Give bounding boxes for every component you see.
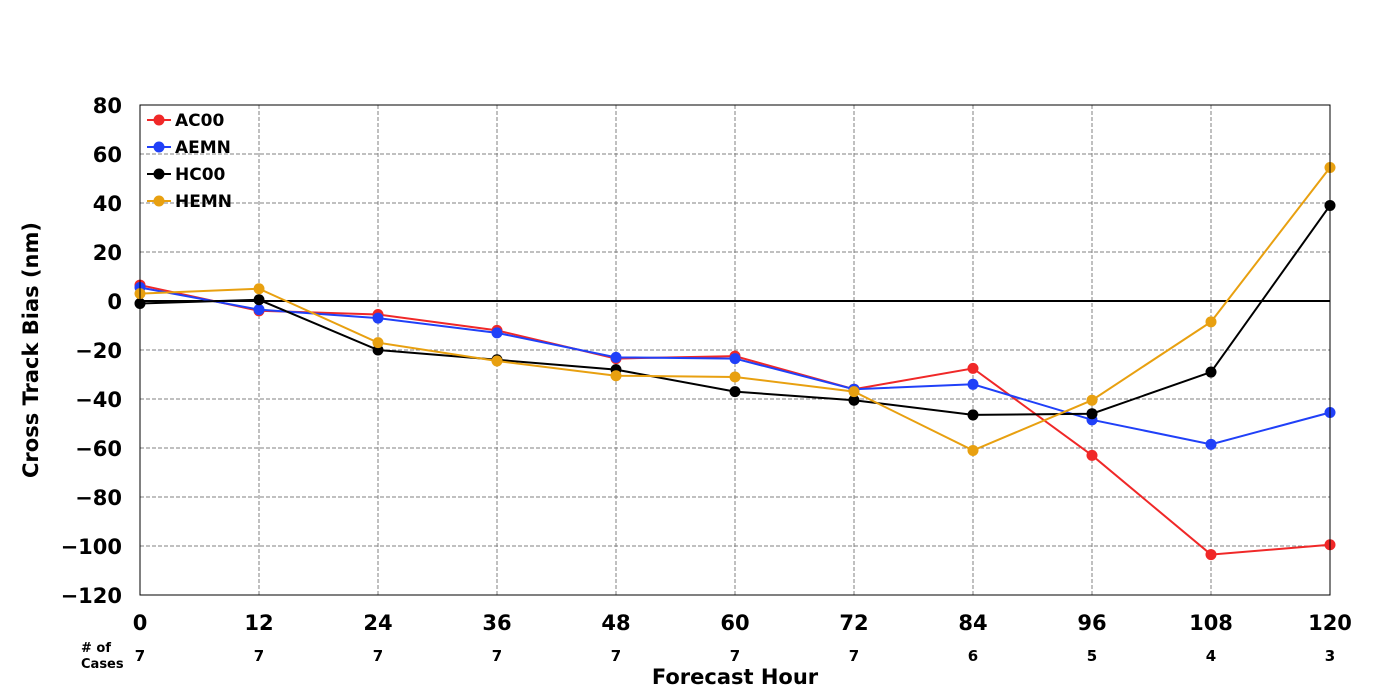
x-tick-label: 12: [244, 611, 273, 635]
data-point-ac00: [1205, 549, 1217, 561]
x-axis-label: Forecast Hour: [652, 665, 819, 689]
data-point-hc00: [253, 294, 265, 306]
legend: AC00 AEMN HC00 HEMN: [147, 111, 232, 212]
data-point-aemn: [372, 312, 384, 324]
legend-item-hc00: HC00: [147, 165, 226, 185]
y-tick-label: 80: [93, 94, 122, 118]
series-group: [134, 161, 1336, 561]
y-tick-label: −60: [75, 437, 122, 461]
data-point-ac00: [967, 362, 979, 374]
y-tick-label: 60: [93, 143, 122, 167]
case-count-label: 7: [849, 647, 859, 665]
case-count-label: 7: [492, 647, 502, 665]
y-tick-label: −120: [61, 584, 122, 608]
data-point-hc00: [967, 409, 979, 421]
data-point-hc00: [1086, 408, 1098, 420]
data-point-ac00: [1086, 449, 1098, 461]
case-count-label: 7: [254, 647, 264, 665]
legend-item-aemn: AEMN: [147, 138, 231, 158]
plot-frame: [139, 104, 1331, 596]
data-point-hc00: [1205, 366, 1217, 378]
legend-marker: [153, 168, 165, 180]
data-point-hemn: [253, 283, 265, 295]
cases-row: # of Cases 7 7 7 7 7 7 7 6 5 4 3: [81, 641, 1335, 672]
data-point-aemn: [1205, 438, 1217, 450]
data-point-hemn: [372, 337, 384, 349]
x-tick-label: 48: [601, 611, 630, 635]
data-point-hc00: [848, 394, 860, 406]
x-tick-labels: 0 12 24 36 48 60 72 84 96 108 120: [133, 611, 1352, 635]
data-point-hemn: [967, 444, 979, 456]
data-point-hc00: [729, 386, 741, 398]
cases-title-line2: Cases: [81, 657, 124, 672]
data-point-hemn: [848, 386, 860, 398]
legend-item-hemn: HEMN: [147, 192, 232, 212]
case-count-label: 4: [1206, 647, 1216, 665]
legend-label: AC00: [175, 111, 224, 131]
x-tick-label: 108: [1189, 611, 1233, 635]
data-point-hemn: [491, 355, 503, 367]
data-point-hemn: [1205, 316, 1217, 328]
legend-marker: [153, 114, 165, 126]
x-tick-label: 36: [482, 611, 511, 635]
case-count-label: 7: [373, 647, 383, 665]
y-axis-label: Cross Track Bias (nm): [19, 222, 43, 478]
x-tick-label: 84: [958, 611, 987, 635]
data-point-aemn: [729, 353, 741, 365]
y-tick-label: 20: [93, 241, 122, 265]
data-point-hemn: [1086, 394, 1098, 406]
case-count-label: 7: [611, 647, 621, 665]
data-point-aemn: [610, 351, 622, 363]
legend-marker: [153, 141, 165, 153]
grid-lines: [140, 105, 1330, 595]
legend-label: HC00: [175, 165, 226, 185]
x-tick-label: 120: [1308, 611, 1352, 635]
data-point-hemn: [610, 370, 622, 382]
y-tick-label: −80: [75, 486, 122, 510]
legend-marker: [153, 195, 165, 207]
data-point-aemn: [967, 378, 979, 390]
case-count-label: 5: [1087, 647, 1097, 665]
data-point-aemn: [253, 304, 265, 316]
legend-item-ac00: AC00: [147, 111, 224, 131]
y-tick-label: −100: [61, 535, 122, 559]
x-tick-label: 72: [839, 611, 868, 635]
data-point-aemn: [491, 327, 503, 339]
x-tick-label: 0: [133, 611, 148, 635]
y-tick-label: −40: [75, 388, 122, 412]
legend-label: HEMN: [175, 192, 232, 212]
x-tick-label: 60: [720, 611, 749, 635]
legend-label: AEMN: [175, 138, 231, 158]
x-tick-label: 96: [1077, 611, 1106, 635]
y-tick-label: −20: [75, 339, 122, 363]
case-count-label: 6: [968, 647, 978, 665]
case-count-label: 7: [135, 647, 145, 665]
cases-title-line1: # of: [81, 641, 111, 656]
y-tick-label: 0: [107, 290, 122, 314]
y-tick-labels: 80 60 40 20 0 −20 −40 −60 −80 −100 −120: [61, 94, 122, 608]
case-count-label: 7: [730, 647, 740, 665]
y-tick-label: 40: [93, 192, 122, 216]
x-tick-label: 24: [363, 611, 392, 635]
data-point-hemn: [729, 371, 741, 383]
case-count-label: 3: [1325, 647, 1335, 665]
